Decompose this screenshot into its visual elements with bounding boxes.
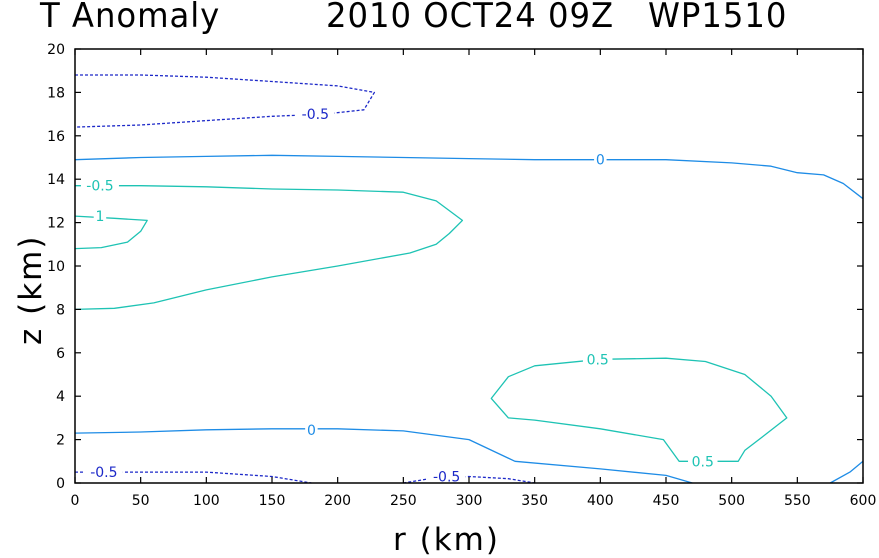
contour-label: 0.5 — [587, 352, 609, 368]
contour-label-bg — [296, 106, 335, 123]
contour-line-level-0 — [74, 428, 693, 484]
y-tick-label: 14 — [47, 172, 65, 188]
contour-label-bg — [688, 453, 718, 470]
contour-label: -0.5 — [86, 179, 113, 195]
chart-title-variable: T Anomaly — [40, 0, 221, 36]
contour-label: -0.5 — [90, 465, 117, 481]
contour-line-level-0 — [829, 460, 864, 484]
y-tick-label: 20 — [47, 42, 65, 58]
y-tick-label: 16 — [47, 129, 65, 145]
contour-label-bg — [84, 464, 123, 481]
x-tick-label: 50 — [132, 493, 150, 509]
contour-line-level-0.5 — [490, 357, 788, 462]
x-tick-label: 200 — [324, 493, 351, 509]
x-tick-label: 300 — [456, 493, 483, 509]
contour-line-level--0.5 — [403, 475, 535, 484]
y-tick-label: 10 — [47, 259, 65, 275]
contour-label: 0 — [307, 423, 316, 439]
y-tick-label: 0 — [56, 476, 65, 492]
x-tick-label: 100 — [193, 493, 220, 509]
contour-label-bg — [582, 351, 613, 368]
y-tick-label: 2 — [56, 433, 65, 449]
contour-labels: -0.5 -0.5 -0.5 0 0 -0.5 1 0.5 0.5 — [80, 106, 718, 485]
contour-line-level-0 — [74, 154, 864, 200]
contour-label-bg — [93, 208, 107, 225]
x-tick-label: 250 — [390, 493, 417, 509]
contour-line-level-0.5 — [74, 185, 464, 311]
y-tick-label: 4 — [56, 389, 65, 405]
contour-label: -0.5 — [302, 107, 329, 123]
y-tick-label: 12 — [47, 216, 65, 232]
contour-label-bg — [427, 468, 466, 485]
x-tick-label: 500 — [718, 493, 745, 509]
x-tick-label: 400 — [587, 493, 614, 509]
contour-line-level--0.5 — [74, 74, 376, 128]
contour-lines — [74, 74, 864, 484]
x-tick-label: 350 — [521, 493, 548, 509]
x-tick-label: 450 — [653, 493, 680, 509]
contour-label: 0 — [596, 153, 605, 169]
x-axis-ticks: 0 50 100 150 200 250 300 350 400 450 500 550 600 — [71, 49, 877, 509]
chart-title-datetime: 2010 OCT24 09Z — [326, 0, 615, 36]
x-tick-label: 550 — [784, 493, 811, 509]
y-axis-label: z (km) — [13, 234, 49, 345]
y-tick-label: 8 — [56, 302, 65, 318]
x-tick-label: 600 — [850, 493, 877, 509]
x-tick-label: 150 — [259, 493, 286, 509]
plot-frame — [74, 48, 864, 484]
chart-title-storm-id: WP1510 — [648, 0, 788, 36]
contour-line-level-1 — [74, 215, 148, 250]
contour-label-bg — [594, 151, 607, 168]
contour-label: 0.5 — [692, 454, 714, 470]
y-tick-label: 6 — [56, 346, 65, 362]
contour-label: -0.5 — [433, 469, 460, 485]
contour-line-level--0.5 — [75, 471, 312, 484]
x-axis-label: r (km) — [393, 522, 500, 558]
contour-label-bg — [80, 177, 119, 194]
contour-label-bg — [305, 421, 318, 438]
contour-label: 1 — [95, 209, 104, 225]
x-tick-label: 0 — [71, 493, 80, 509]
y-tick-label: 18 — [47, 85, 65, 101]
